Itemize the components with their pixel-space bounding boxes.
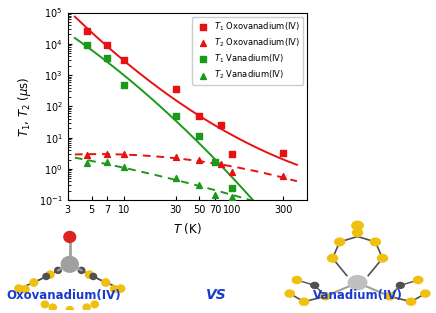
- Circle shape: [78, 267, 85, 274]
- Circle shape: [41, 301, 48, 308]
- Circle shape: [30, 279, 37, 286]
- $T_1$ Oxovanadium(IV): [172, 87, 179, 92]
- Circle shape: [66, 306, 73, 313]
- Circle shape: [292, 276, 302, 284]
- Circle shape: [46, 271, 54, 278]
- $T_1$ Oxovanadium(IV): [104, 43, 111, 48]
- Circle shape: [64, 232, 76, 243]
- Circle shape: [55, 267, 61, 274]
- $T_2$ Vanadium(IV): [212, 192, 219, 197]
- Circle shape: [91, 301, 99, 308]
- Circle shape: [370, 238, 380, 246]
- Circle shape: [111, 286, 118, 292]
- $T_1$ Vanadium(IV): [228, 185, 235, 190]
- Circle shape: [117, 285, 125, 292]
- Circle shape: [61, 256, 78, 272]
- Circle shape: [327, 254, 337, 262]
- $T_2$ Oxovanadium(IV): [120, 151, 127, 156]
- Circle shape: [21, 286, 29, 292]
- Circle shape: [85, 271, 93, 278]
- $T_1$ Vanadium(IV): [196, 134, 203, 139]
- $T_2$ Vanadium(IV): [228, 194, 235, 199]
- Legend: $T_1$ Oxovanadium(IV), $T_2$ Oxovanadium(IV), $T_1$ Vanadium(IV), $T_2$ Vanadium: $T_1$ Oxovanadium(IV), $T_2$ Oxovanadium…: [192, 17, 303, 85]
- Circle shape: [300, 298, 309, 305]
- Circle shape: [406, 298, 416, 305]
- $T_1$ Oxovanadium(IV): [196, 113, 203, 118]
- $T_2$ Vanadium(IV): [83, 160, 90, 165]
- Text: Vanadium(IV): Vanadium(IV): [313, 289, 402, 302]
- $T_2$ Oxovanadium(IV): [104, 151, 111, 156]
- Circle shape: [43, 274, 50, 280]
- Circle shape: [15, 285, 23, 292]
- $T_1$ Oxovanadium(IV): [218, 123, 225, 128]
- Text: Oxovanadium(IV): Oxovanadium(IV): [6, 289, 120, 302]
- $T_1$ Vanadium(IV): [212, 159, 219, 164]
- $T_2$ Vanadium(IV): [172, 176, 179, 181]
- $T_2$ Oxovanadium(IV): [196, 157, 203, 162]
- Circle shape: [49, 304, 56, 311]
- Circle shape: [348, 276, 367, 290]
- $T_1$ Vanadium(IV): [120, 82, 127, 87]
- $T_2$ Oxovanadium(IV): [280, 173, 287, 178]
- Circle shape: [413, 276, 423, 284]
- Circle shape: [321, 293, 330, 300]
- $T_2$ Vanadium(IV): [196, 183, 203, 188]
- Circle shape: [90, 274, 96, 280]
- Circle shape: [311, 282, 319, 288]
- Circle shape: [102, 279, 110, 286]
- $T_1$ Oxovanadium(IV): [228, 151, 235, 156]
- $T_2$ Oxovanadium(IV): [228, 170, 235, 175]
- $T_1$ Vanadium(IV): [83, 43, 90, 48]
- Circle shape: [396, 282, 404, 288]
- Circle shape: [83, 304, 90, 311]
- $T_1$ Oxovanadium(IV): [280, 151, 287, 156]
- $T_2$ Oxovanadium(IV): [172, 154, 179, 159]
- Circle shape: [421, 290, 430, 297]
- $T_2$ Oxovanadium(IV): [83, 152, 90, 157]
- $T_1$ Vanadium(IV): [172, 113, 179, 118]
- Circle shape: [378, 254, 388, 262]
- $T_1$ Oxovanadium(IV): [120, 58, 127, 63]
- Circle shape: [335, 238, 345, 246]
- Circle shape: [385, 293, 394, 300]
- Circle shape: [22, 286, 29, 292]
- $T_1$ Oxovanadium(IV): [83, 29, 90, 34]
- $T_1$ Vanadium(IV): [104, 56, 111, 61]
- Circle shape: [111, 286, 118, 292]
- $T_2$ Vanadium(IV): [104, 159, 111, 164]
- Text: VS: VS: [205, 288, 226, 302]
- X-axis label: $T$ (K): $T$ (K): [173, 221, 202, 236]
- Circle shape: [285, 290, 294, 297]
- $T_2$ Oxovanadium(IV): [218, 161, 225, 166]
- $T_2$ Vanadium(IV): [120, 164, 127, 169]
- Circle shape: [353, 229, 362, 237]
- Circle shape: [352, 221, 363, 230]
- Y-axis label: $T_1$, $T_2$ ($\mu$s): $T_1$, $T_2$ ($\mu$s): [16, 76, 33, 137]
